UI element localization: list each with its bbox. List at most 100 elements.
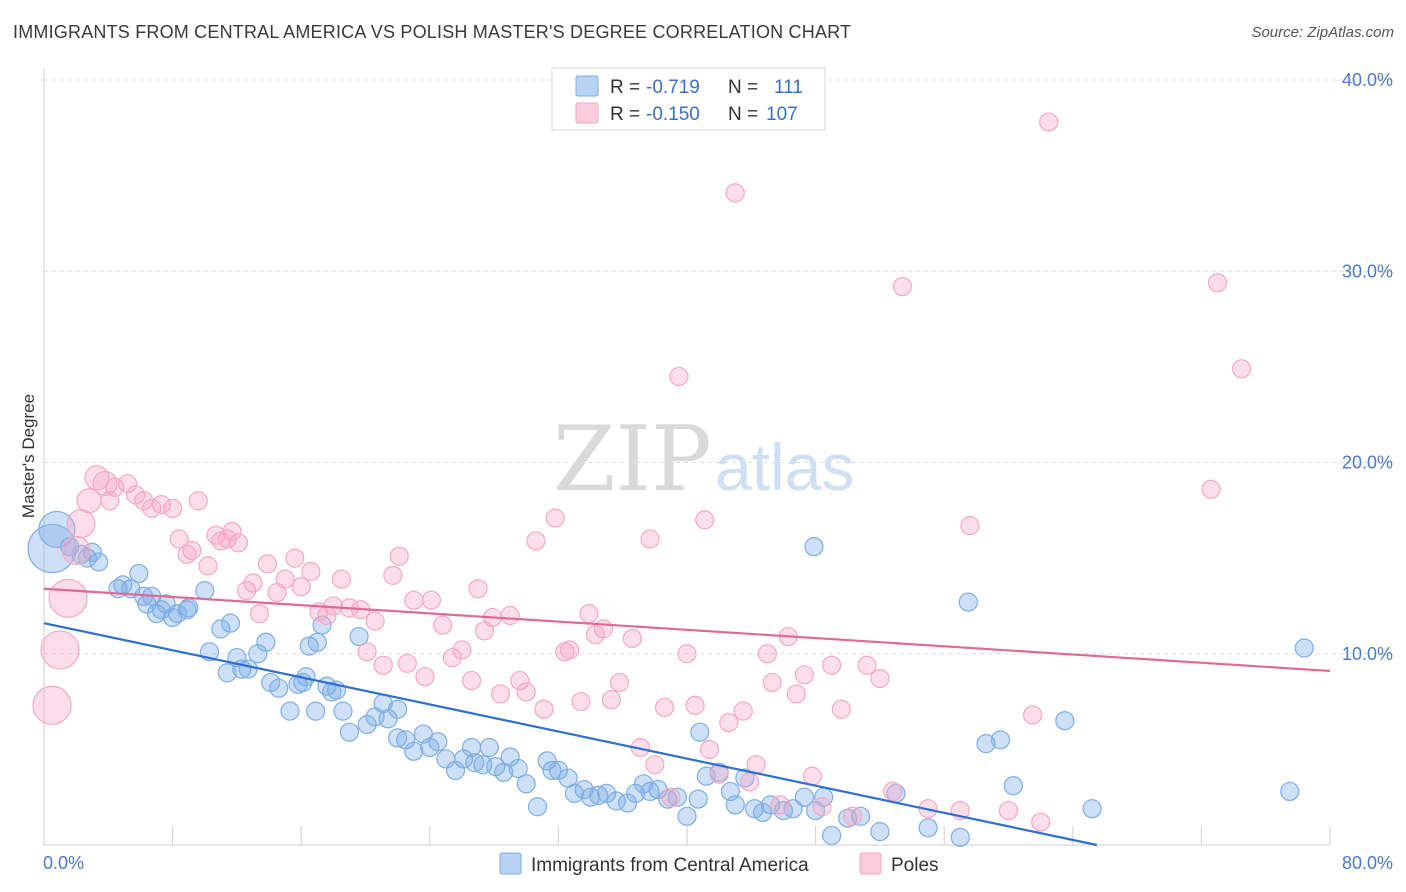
blue-point-101: [794, 787, 814, 807]
pink-point-49: [415, 667, 435, 687]
pink-point-58: [490, 684, 511, 704]
pink-point-4: [61, 535, 91, 566]
chart-title: IMMIGRANTS FROM CENTRAL AMERICA VS POLIS…: [13, 22, 852, 42]
blue-point-83: [625, 783, 646, 803]
pink-point-81: [685, 695, 705, 715]
pink-point-88: [740, 772, 760, 792]
pink-point-39: [331, 569, 351, 589]
pink-point-63: [534, 699, 554, 719]
blue-point-52: [388, 728, 408, 748]
blue-point-6: [89, 552, 109, 572]
blue-point-84: [633, 774, 654, 794]
series-legend-swatch-pink: [859, 852, 882, 875]
blue-point-112: [976, 734, 996, 754]
blue-point-34: [280, 701, 300, 721]
blue-point-113: [990, 730, 1011, 750]
blue-point-119: [690, 722, 710, 742]
pink-point-25: [217, 529, 237, 549]
pink-point-59: [500, 605, 520, 626]
blue-point-21: [177, 600, 197, 620]
pink-point-62: [526, 531, 546, 551]
pink-point-35: [301, 561, 321, 582]
blue-point-104: [822, 825, 842, 846]
pink-point-33: [285, 548, 305, 568]
scatter-points: [27, 112, 1314, 847]
blue-point-22: [195, 581, 215, 601]
axes: [43, 68, 1331, 846]
blue-point-45: [333, 701, 353, 721]
pink-point-78: [661, 787, 681, 807]
pink-point-52: [442, 647, 462, 668]
pink-point-53: [452, 640, 472, 660]
pink-point-60: [510, 670, 530, 691]
blue-point-31: [256, 632, 276, 652]
pink-point-67: [571, 691, 591, 712]
pink-point-110: [1031, 812, 1051, 832]
blue-point-94: [725, 795, 745, 815]
watermark-zip: ZIP: [553, 407, 712, 512]
y-tick-label-1: 10.0%: [1342, 644, 1393, 664]
pink-point-21: [198, 556, 218, 576]
blue-point-97: [752, 802, 773, 823]
pink-point-70: [593, 619, 614, 639]
pink-point-50: [421, 590, 442, 610]
pink-point-76: [645, 755, 665, 775]
pink-point-64: [545, 508, 565, 528]
pink-point-72: [609, 672, 630, 693]
blue-point-23: [211, 619, 231, 639]
pink-point-48: [404, 590, 424, 610]
pink-point-11: [117, 473, 138, 494]
pink-point-94: [786, 684, 806, 704]
blue-point-54: [388, 699, 408, 719]
pink-point-2: [40, 630, 80, 670]
pink-point-79: [669, 366, 689, 387]
blue-point-41: [307, 632, 327, 652]
blue-point-115: [1055, 711, 1075, 731]
blue-point-88: [667, 787, 687, 807]
stats-n-label-2: N =: [728, 104, 758, 125]
pink-point-102: [870, 669, 890, 689]
pink-point-96: [802, 766, 822, 786]
pink-point-104: [892, 276, 913, 297]
blue-point-89: [677, 806, 697, 826]
pink-point-43: [365, 611, 385, 631]
blue-trend-line: [43, 622, 1098, 847]
pink-point-61: [516, 682, 536, 702]
pink-point-82: [695, 510, 715, 530]
blue-point-77: [574, 779, 594, 800]
pink-point-107: [960, 516, 980, 536]
pink-point-32: [275, 569, 295, 589]
pink-point-20: [188, 491, 208, 511]
pink-point-85: [719, 712, 739, 733]
pink-point-84: [709, 764, 729, 784]
blue-point-20: [167, 603, 188, 624]
pink-point-103: [883, 781, 903, 802]
pink-point-73: [622, 628, 642, 649]
stats-r-value-2: -0.150: [646, 104, 700, 125]
blue-point-53: [396, 730, 416, 750]
blue-point-47: [349, 626, 369, 647]
series-legend-swatch-blue: [499, 852, 522, 875]
blue-point-110: [950, 827, 970, 847]
pink-point-87: [733, 701, 753, 721]
series-legend-label-1: Immigrants from Central America: [531, 855, 809, 876]
pink-point-80: [677, 644, 697, 664]
pink-point-42: [357, 642, 377, 662]
blue-point-25: [220, 613, 241, 633]
watermark: ZIP atlas: [553, 407, 854, 512]
blue-point-76: [564, 783, 585, 803]
pink-point-34: [291, 577, 311, 597]
pink-point-91: [762, 672, 782, 693]
pink-point-112: [1201, 479, 1221, 499]
grid-lines: [44, 79, 1394, 655]
pink-point-75: [640, 529, 660, 549]
blue-point-69: [508, 758, 528, 779]
blue-point-102: [804, 537, 824, 557]
trend-lines: [43, 587, 1331, 847]
pink-point-54: [461, 670, 482, 691]
pink-point-3: [48, 578, 88, 618]
pink-trend-line: [43, 587, 1331, 673]
blue-point-61: [453, 749, 474, 769]
y-tick-label-3: 30.0%: [1342, 261, 1393, 281]
stats-n-value-1: 111: [774, 77, 803, 98]
